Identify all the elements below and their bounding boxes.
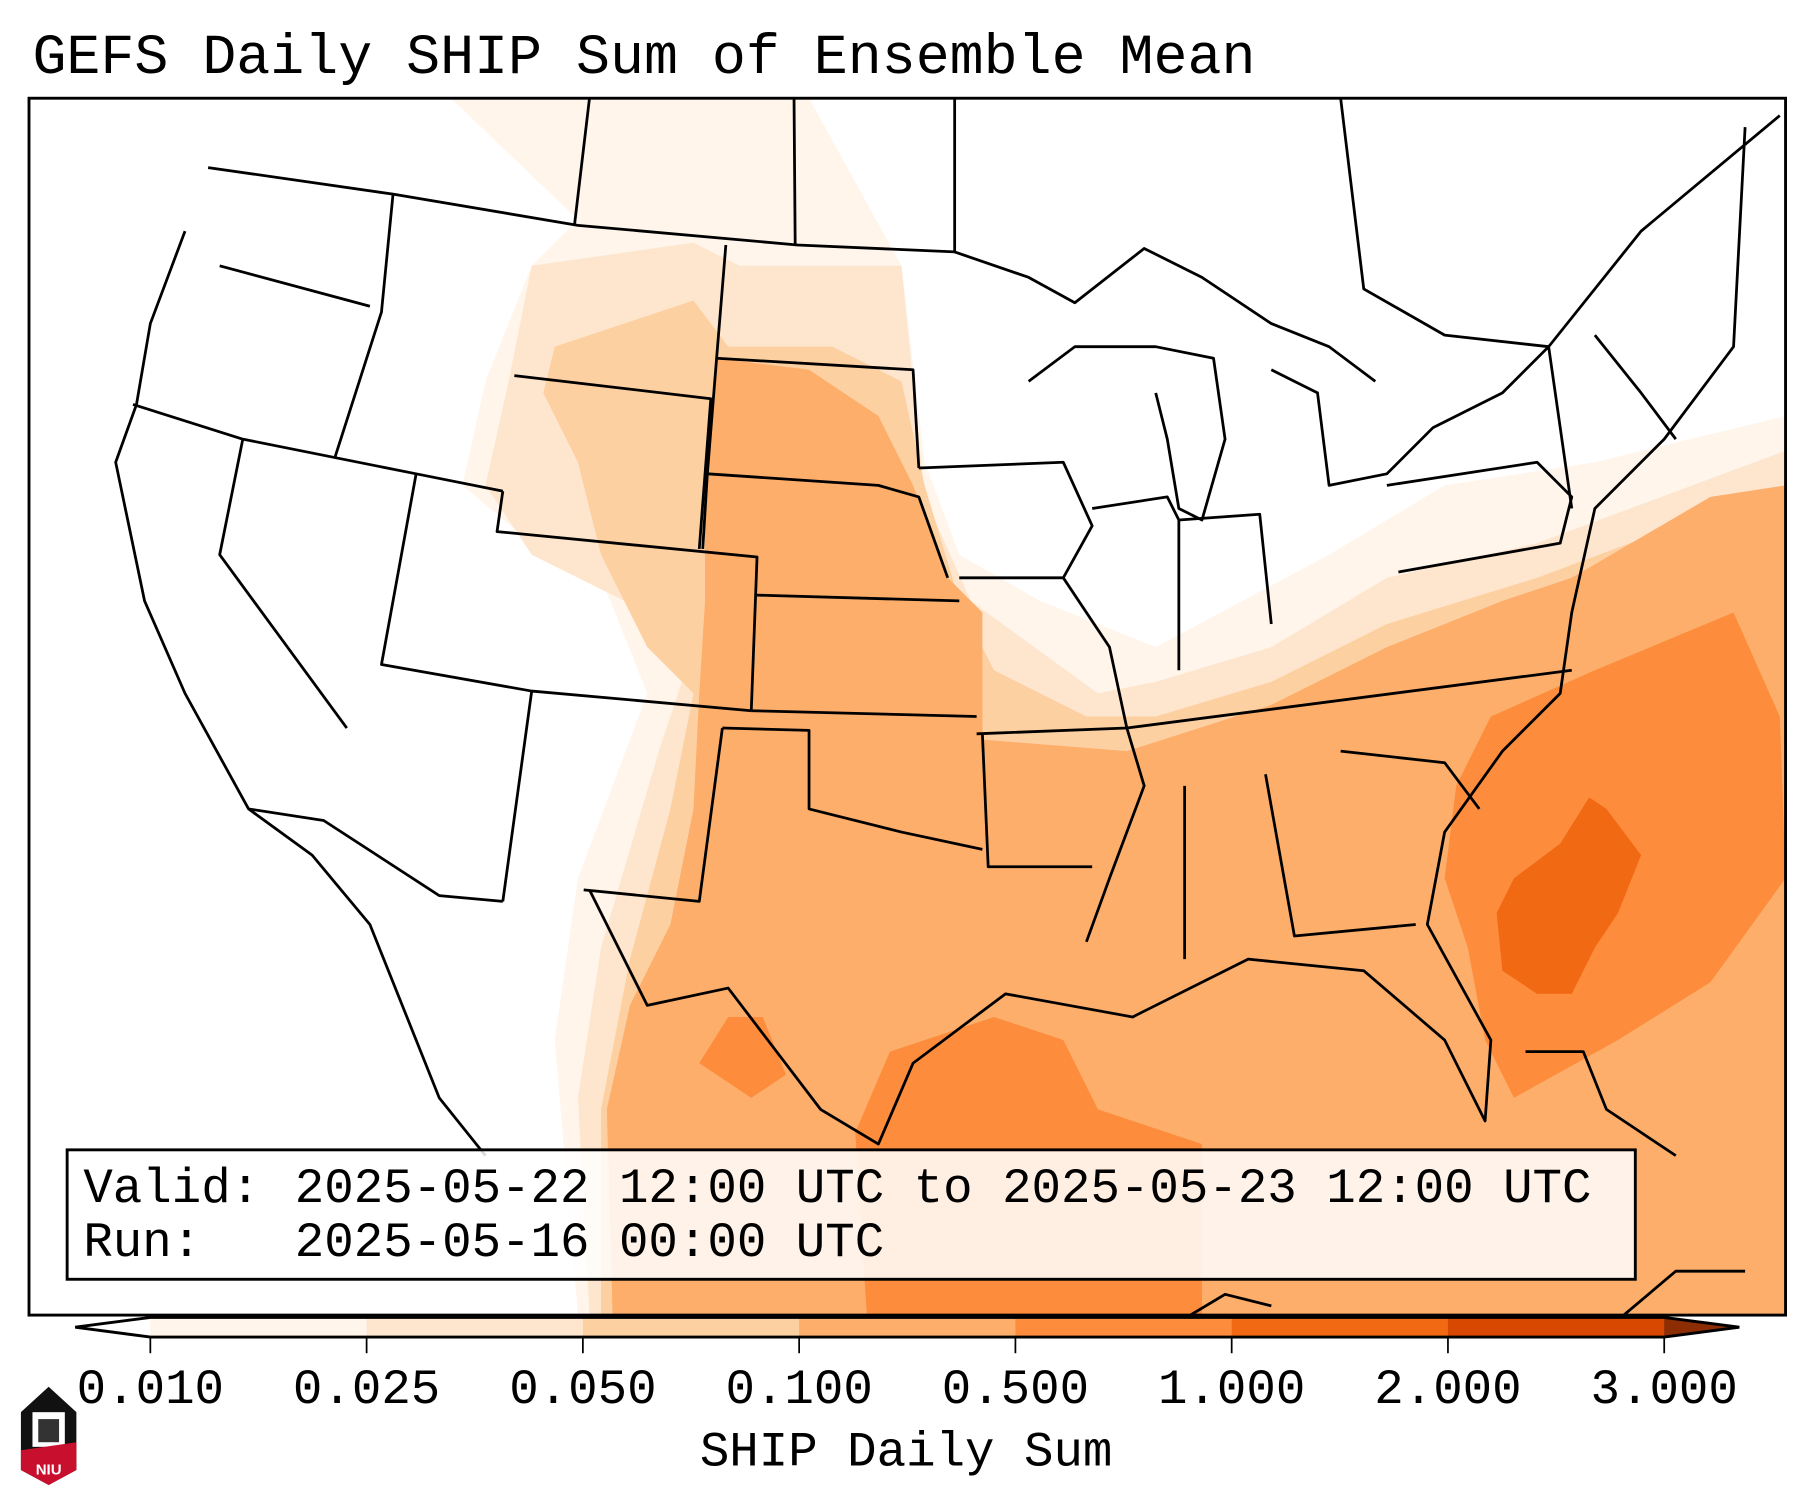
colorbar-tick-label: 0.100 (725, 1362, 872, 1418)
run-label: Run: (83, 1215, 201, 1271)
colorbar-segment (150, 1317, 368, 1338)
field-1.000 (1496, 797, 1642, 994)
colorbar-tick-label: 3.000 (1591, 1362, 1738, 1418)
figure-title: GEFS Daily SHIP Sum of Ensemble Mean (32, 27, 1255, 91)
colorbar-label: SHIP Daily Sum (700, 1424, 1113, 1480)
valid-label: Valid: (83, 1161, 260, 1217)
svg-text:Valid:2025-05-22 12:00 UTC to: Valid: 2025-05-22 12:00 UTC to 2025-05-23… (83, 1161, 1591, 1217)
colorbar-segment (799, 1317, 1016, 1338)
colorbar-segment (582, 1317, 800, 1338)
niu-logo: NIU (20, 1386, 77, 1485)
colorbar-extend-max (1664, 1317, 1740, 1338)
colorbar-tick-label: 1.000 (1158, 1362, 1305, 1418)
map (29, 98, 1786, 1316)
colorbar-segment (366, 1317, 584, 1338)
run-value: 2025-05-16 00:00 UTC (295, 1215, 884, 1271)
info-box: Valid: 2025-05-22 12:00 UTC to 2025-05-23… (65, 1148, 1637, 1281)
colorbar: 0.010 0.025 0.050 0.100 0.500 1.000 2.000 3.000 (75, 1315, 1740, 1418)
colorbar-segment (1231, 1317, 1449, 1338)
colorbar-tick-label: 2.000 (1374, 1362, 1521, 1418)
colorbar-segment (1015, 1317, 1233, 1338)
colorbar-extend-min (75, 1317, 151, 1338)
boundaries (114, 98, 1781, 1316)
niu-logo-text: NIU (36, 1462, 62, 1479)
svg-text:Run:2025-05-16 00:00 UTC: Run: 2025-05-16 00:00 UTC (83, 1215, 884, 1271)
colorbar-segment (1447, 1317, 1665, 1338)
map-frame (27, 96, 1787, 1317)
colorbar-tick-label: 0.500 (942, 1362, 1089, 1418)
colorbar-tick-label: 0.025 (293, 1362, 440, 1418)
valid-value: 2025-05-22 12:00 UTC to 2025-05-23 12:00… (295, 1161, 1592, 1217)
colorbar-tick-label: 0.050 (509, 1362, 656, 1418)
colorbar-tick-label: 0.010 (77, 1362, 224, 1418)
